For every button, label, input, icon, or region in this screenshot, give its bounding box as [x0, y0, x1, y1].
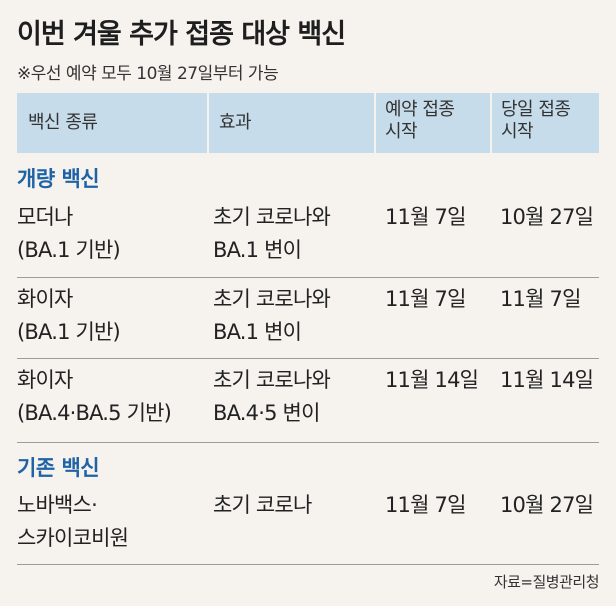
vaccine-effect-line: 초기 코로나와: [213, 287, 331, 311]
table-header: 백신 종류 효과 예약 접종 시작 당일 접종 시작: [17, 93, 599, 153]
vaccine-effect-line: BA.1 변이: [213, 238, 302, 262]
header-divider: [207, 93, 209, 153]
vaccine-name: 화이자 (BA.4·BA.5 기반): [17, 364, 172, 430]
header-reservation-line2: 시작: [385, 121, 418, 142]
same-day-date: 10월 27일: [500, 205, 594, 229]
header-reservation-start: 예약 접종 시작: [385, 93, 495, 153]
vaccine-effect-line: 초기 코로나: [213, 493, 312, 517]
group-divider: [17, 442, 599, 443]
page-subtitle: ※우선 예약 모두 10월 27일부터 가능: [17, 64, 279, 84]
vaccine-name-line: (BA.4·BA.5 기반): [17, 401, 172, 425]
header-divider: [374, 93, 376, 153]
vaccine-name-line: (BA.1 기반): [17, 320, 121, 344]
vaccine-name: 화이자 (BA.1 기반): [17, 283, 121, 349]
vaccine-name-line: 모더나: [17, 205, 73, 229]
header-vaccine-type: 백신 종류: [28, 112, 98, 133]
vaccine-name: 모더나 (BA.1 기반): [17, 201, 121, 267]
header-reservation-line1: 예약 접종: [385, 99, 455, 120]
group-title-improved: 개량 백신: [17, 167, 100, 191]
header-effect: 효과: [219, 112, 252, 133]
group-title-existing: 기존 백신: [17, 456, 100, 480]
vaccine-name-line: 노바백스·: [17, 493, 98, 517]
vaccine-effect: 초기 코로나와 BA.1 변이: [213, 201, 331, 267]
vaccine-name-line: 스카이코비원: [17, 526, 129, 550]
header-same-day-line2: 시작: [501, 121, 534, 142]
vaccine-name-line: (BA.1 기반): [17, 238, 121, 262]
reservation-date: 11월 7일: [385, 287, 466, 311]
reservation-date: 11월 7일: [385, 205, 466, 229]
header-same-day-start: 당일 접종 시작: [501, 93, 599, 153]
row-divider: [17, 358, 599, 359]
header-same-day-line1: 당일 접종: [501, 99, 571, 120]
same-day-date: 11월 14일: [500, 368, 594, 392]
vaccine-effect: 초기 코로나와 BA.4·5 변이: [213, 364, 331, 430]
row-divider: [17, 277, 599, 278]
same-day-date: 10월 27일: [500, 493, 594, 517]
vaccine-effect: 초기 코로나와 BA.1 변이: [213, 283, 331, 349]
source-credit: 자료=질병관리청: [493, 573, 600, 591]
vaccine-name-line: 화이자: [17, 287, 73, 311]
same-day-date: 11월 7일: [500, 287, 581, 311]
reservation-date: 11월 14일: [385, 368, 479, 392]
page-title: 이번 겨울 추가 접종 대상 백신: [17, 19, 346, 50]
vaccine-name: 노바백스· 스카이코비원: [17, 489, 129, 555]
vaccine-effect-line: 초기 코로나와: [213, 205, 331, 229]
reservation-date: 11월 7일: [385, 493, 466, 517]
vaccine-effect-line: 초기 코로나와: [213, 368, 331, 392]
vaccine-effect-line: BA.4·5 변이: [213, 401, 320, 425]
vaccine-effect-line: BA.1 변이: [213, 320, 302, 344]
vaccine-name-line: 화이자: [17, 368, 73, 392]
table-bottom-divider: [17, 564, 599, 565]
vaccine-effect: 초기 코로나: [213, 489, 312, 522]
header-divider: [490, 93, 492, 153]
